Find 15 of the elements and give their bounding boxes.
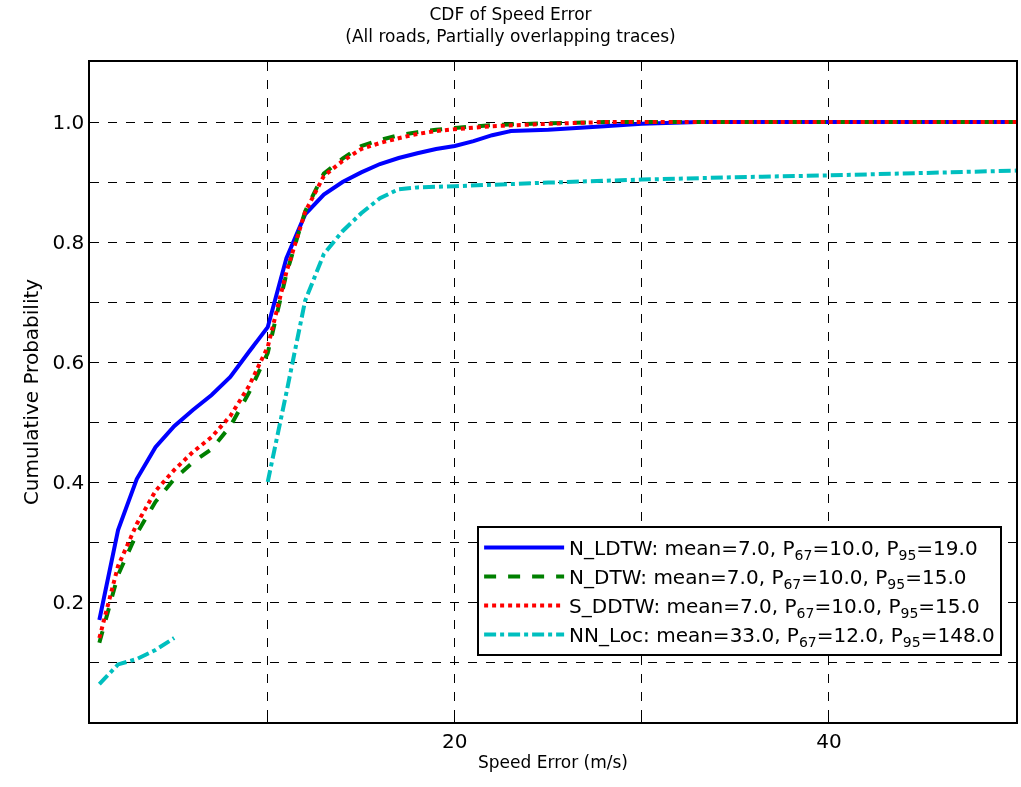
legend-label: NN_Loc: mean=33.0, P$_{67}$=12.0, P$_{95}$=148.0 [569, 623, 995, 650]
y-tick-label: 0.6 [52, 350, 85, 374]
x-tick-label: 20 [442, 728, 468, 753]
chart-title: CDF of Speed Error [429, 3, 592, 24]
legend-label: N_DTW: mean=7.0, P$_{67}$=10.0, P$_{95}$=15.0 [569, 565, 967, 592]
x-axis-title: Speed Error (m/s) [478, 751, 628, 772]
chart-subtitle: (All roads, Partially overlapping traces) [345, 25, 676, 46]
y-tick-label: 0.4 [52, 470, 85, 494]
legend-label: S_DDTW: mean=7.0, P$_{67}$=10.0, P$_{95}$=15.0 [569, 594, 980, 621]
y-axis-title: Cumulative Probability [19, 278, 44, 506]
y-tick-label: 0.2 [52, 590, 85, 614]
y-tick-label: 1.0 [52, 110, 85, 134]
y-tick-label: 0.8 [52, 230, 85, 254]
legend-label: N_LDTW: mean=7.0, P$_{67}$=10.0, P$_{95}$=19.0 [569, 536, 978, 563]
x-tick-label: 40 [816, 728, 842, 753]
